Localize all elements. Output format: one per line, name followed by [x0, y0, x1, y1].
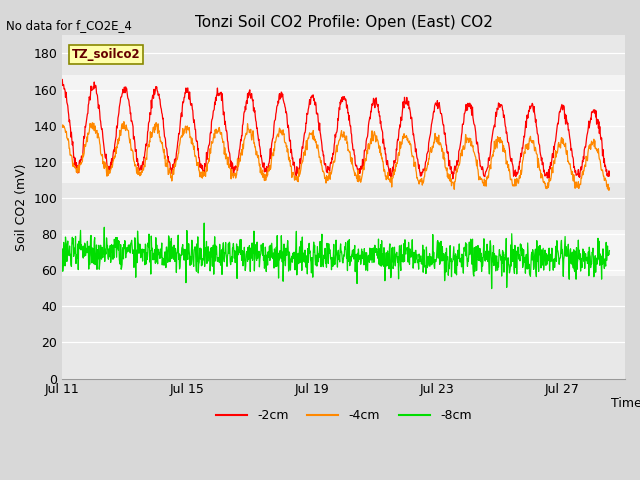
Bar: [62, 230, 625, 276]
X-axis label: Time: Time: [611, 397, 640, 410]
Legend: -2cm, -4cm, -8cm: -2cm, -4cm, -8cm: [211, 404, 477, 427]
Text: TZ_soilco2: TZ_soilco2: [72, 48, 140, 61]
Title: Tonzi Soil CO2 Profile: Open (East) CO2: Tonzi Soil CO2 Profile: Open (East) CO2: [195, 15, 493, 30]
Y-axis label: Soil CO2 (mV): Soil CO2 (mV): [15, 163, 28, 251]
Bar: [62, 75, 625, 183]
Text: No data for f_CO2E_4: No data for f_CO2E_4: [6, 19, 132, 32]
